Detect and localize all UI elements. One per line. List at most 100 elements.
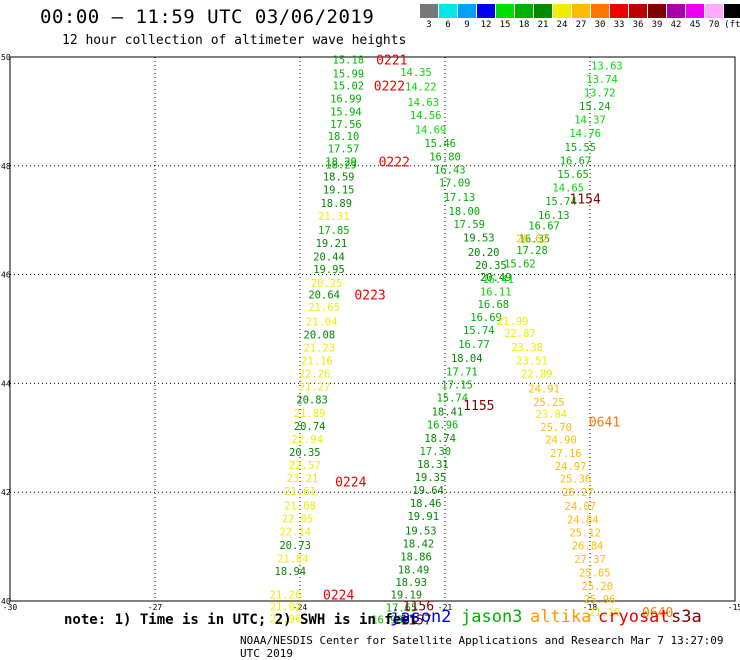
satellite-label-s3a: s3a xyxy=(671,607,702,627)
pass-time-label: 1154 xyxy=(570,192,601,207)
wave-height-value: 17.65 xyxy=(386,603,418,615)
legend-swatch xyxy=(686,4,705,18)
wave-height-value: 15.18 xyxy=(333,55,365,67)
wave-height-value: 22.26 xyxy=(299,369,331,381)
map-frame xyxy=(9,56,736,602)
legend-swatch xyxy=(496,4,515,18)
y-tick-label: 44 xyxy=(1,379,11,388)
wave-height-value: 18.59 xyxy=(323,172,355,184)
legend-swatch xyxy=(572,4,591,18)
wave-height-value: 15.99 xyxy=(333,68,365,80)
wave-height-value: 15.74 xyxy=(436,393,468,405)
wave-height-value: 15.46 xyxy=(424,138,456,150)
wave-height-value: 17.59 xyxy=(453,219,485,231)
wave-height-value: 18.41 xyxy=(432,407,464,419)
wave-height-value: 21.89 xyxy=(294,408,326,420)
wave-height-value: 16.98 xyxy=(371,614,403,626)
wave-height-value: 19.64 xyxy=(412,485,444,497)
wave-height-value: 24.97 xyxy=(555,461,587,473)
legend-color-bar xyxy=(420,4,740,18)
wave-height-value: 22.89 xyxy=(521,369,553,381)
wave-height-value: 17.15 xyxy=(441,379,473,391)
wave-height-value: 16.35 xyxy=(519,234,551,246)
legend-swatch xyxy=(591,4,610,18)
legend-label: 9 xyxy=(464,20,470,30)
wave-height-value: 20.20 xyxy=(468,247,500,259)
wave-height-value: 16.11 xyxy=(480,286,512,298)
wave-height-value: 21.96 xyxy=(270,613,302,625)
legend-swatch xyxy=(420,4,439,18)
wave-height-value: 16.99 xyxy=(330,93,362,105)
wave-height-value: 19.53 xyxy=(405,525,437,537)
wave-height-value: 16.68 xyxy=(478,299,510,311)
wave-height-value: 14.76 xyxy=(569,128,601,140)
wave-height-value: 19.35 xyxy=(415,472,447,484)
wave-height-value: 20.74 xyxy=(294,421,326,433)
wave-height-value: 15.02 xyxy=(333,80,365,92)
legend-label: 30 xyxy=(594,20,606,30)
legend-label: 21 xyxy=(537,20,549,30)
wave-height-value: 18.74 xyxy=(424,433,456,445)
wave-height-value: 18.10 xyxy=(328,131,360,143)
pass-time-label: 0640 xyxy=(642,606,673,621)
wave-height-value: 18.29 xyxy=(325,160,357,172)
legend-label: 18 xyxy=(518,20,530,30)
wave-height-value: 16.80 xyxy=(429,152,461,164)
wave-height-value: 21.65 xyxy=(308,302,340,314)
y-tick-label: 48 xyxy=(1,162,11,171)
pass-time-label: 0222 xyxy=(374,79,405,94)
wave-height-value: 21.26 xyxy=(270,589,302,601)
legend-swatch xyxy=(553,4,572,18)
legend-swatch xyxy=(705,4,724,18)
y-tick-label: 40 xyxy=(1,597,11,606)
wave-height-value: 14.69 xyxy=(415,124,447,136)
wave-height-value: 16.69 xyxy=(470,312,502,324)
wave-height-value: 16.67 xyxy=(560,155,592,167)
legend-label: 39 xyxy=(651,20,663,30)
wave-height-value: 23.21 xyxy=(287,473,319,485)
wave-height-value: 24.91 xyxy=(528,383,560,395)
wave-height-value: 17.13 xyxy=(444,192,476,204)
legend-swatch xyxy=(515,4,534,18)
wave-height-value: 16.41 xyxy=(482,274,514,286)
wave-height-value: 13.72 xyxy=(584,87,616,99)
wave-height-value: 26.27 xyxy=(562,487,594,499)
wave-height-value: 19.21 xyxy=(316,238,348,250)
wave-height-value: 20.35 xyxy=(289,447,321,459)
wave-height-value: 18.46 xyxy=(410,498,442,510)
legend-label: 42 xyxy=(670,20,682,30)
wave-height-value: 21.02 xyxy=(270,601,302,613)
legend-label: 15 xyxy=(499,20,511,30)
legend-label: 45 xyxy=(689,20,701,30)
wave-height-value: 20.49 xyxy=(480,272,512,284)
page-subtitle: 12 hour collection of altimeter wave hei… xyxy=(62,33,407,48)
wave-height-value: 21.04 xyxy=(306,316,338,328)
y-tick-label: 46 xyxy=(1,271,11,280)
wave-height-value: 20.73 xyxy=(279,540,311,552)
page-title: 00:00 – 11:59 UTC 03/06/2019 xyxy=(40,6,375,28)
wave-height-value: 15.74 xyxy=(463,325,495,337)
wave-height-value: 26.84 xyxy=(572,541,604,553)
wave-height-value: 15.55 xyxy=(565,142,597,154)
wave-height-value: 22.57 xyxy=(289,460,321,472)
wave-height-value: 14.63 xyxy=(407,97,439,109)
pass-time-label: 1157 xyxy=(400,613,431,628)
satellite-label-jason2: jason2 xyxy=(390,607,452,627)
wave-height-value: 20.25 xyxy=(311,278,343,290)
wave-height-value: 19.91 xyxy=(407,511,439,523)
pass-time-labels: 0221 0222 0222 0223 0224 0224 1154 1155 11561157… xyxy=(323,54,673,629)
pass-time-label: 0224 xyxy=(335,475,366,490)
legend-swatch xyxy=(439,4,458,18)
wave-height-value: 13.74 xyxy=(586,74,618,86)
wave-height-value: 21.61 xyxy=(284,486,316,498)
wave-height-value: 21.23 xyxy=(304,342,336,354)
wave-height-value: 18.31 xyxy=(417,459,449,471)
wave-height-value: 18.04 xyxy=(451,353,483,365)
legend-swatch xyxy=(477,4,496,18)
wave-height-value: 25.96 xyxy=(584,594,616,606)
legend-swatch xyxy=(667,4,686,18)
wave-height-value: 20.08 xyxy=(304,329,336,341)
legend-label: 27 xyxy=(575,20,587,30)
